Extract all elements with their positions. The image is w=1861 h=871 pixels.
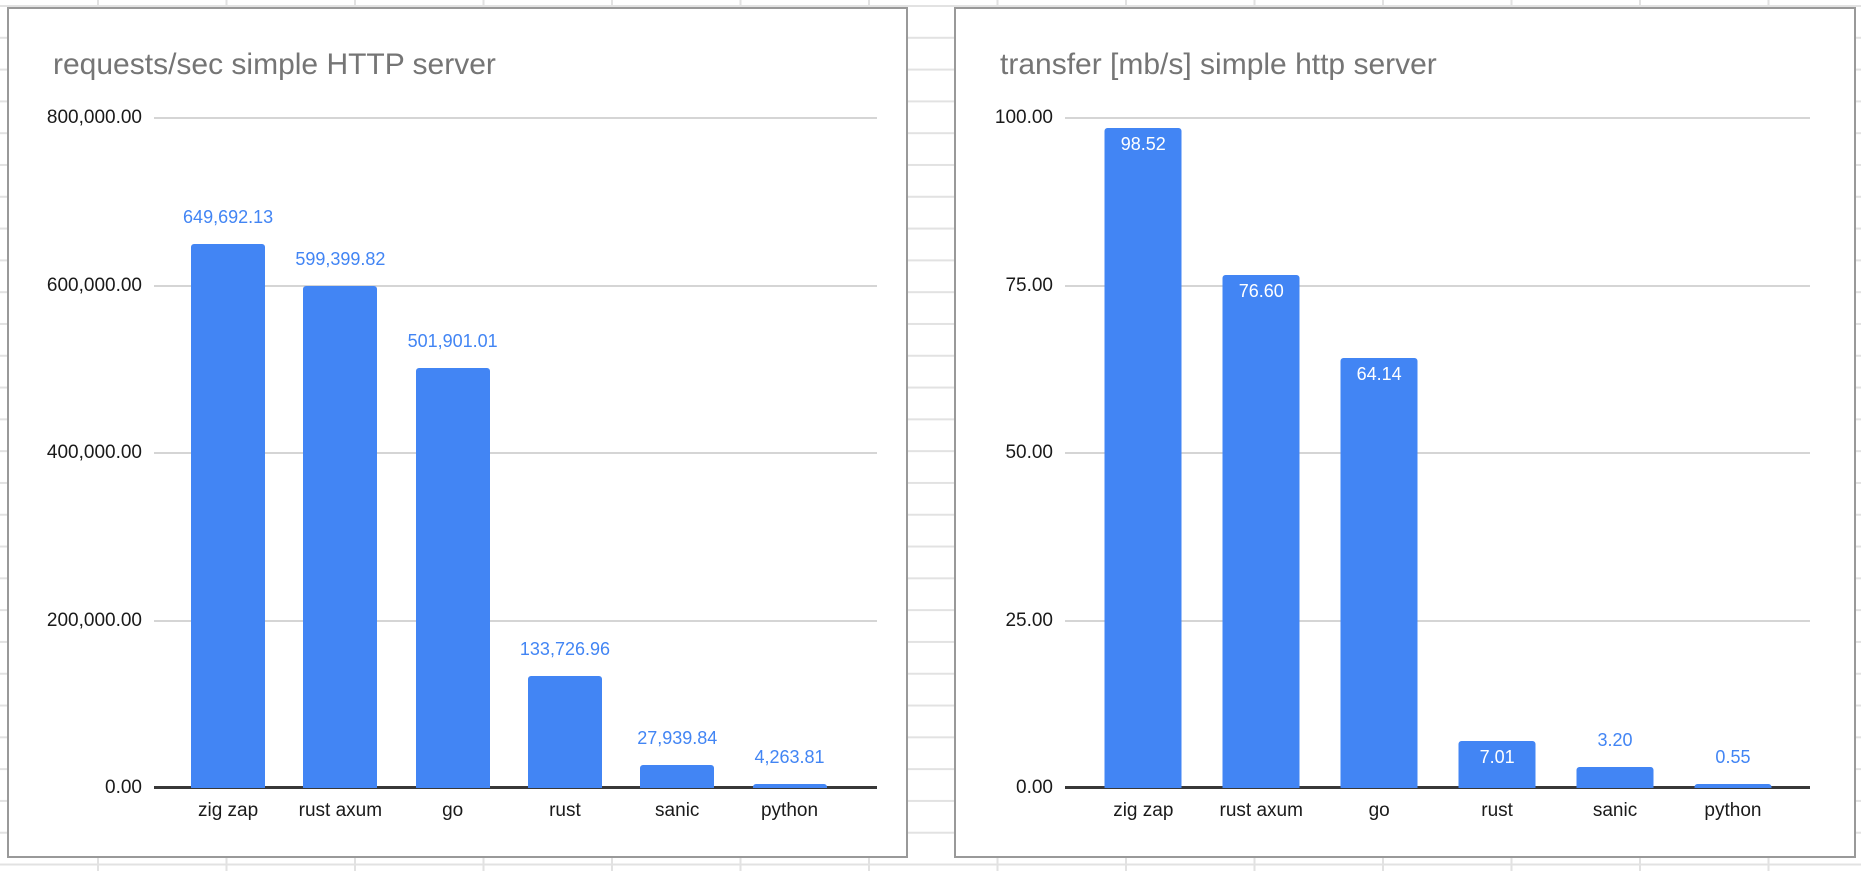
y-axis-tick-label: 0.00 bbox=[1016, 777, 1053, 798]
gridline bbox=[1065, 452, 1810, 454]
bar-value-label: 4,263.81 bbox=[754, 747, 825, 768]
chart-title: transfer [mb/s] simple http server bbox=[1000, 48, 1437, 81]
gridline bbox=[154, 284, 877, 287]
gridline bbox=[154, 117, 877, 119]
plot-area: 100.00 75.00 50.00 25.00 0.00 98.52 zig zap 76.… bbox=[995, 107, 1810, 821]
y-axis-tick-label: 25.00 bbox=[1005, 609, 1053, 631]
bar-zig-zap bbox=[1104, 127, 1182, 788]
category-label-sanic: sanic bbox=[1592, 800, 1638, 821]
x-axis-line bbox=[1065, 786, 1810, 789]
bar-value-label: 649,692.13 bbox=[183, 206, 274, 227]
category-label-rust-axum: rust axum bbox=[298, 800, 383, 821]
bar-sanic bbox=[640, 764, 715, 788]
bar-python bbox=[1694, 784, 1772, 788]
bar-value-label: 64.14 bbox=[1356, 364, 1402, 385]
plot-area: 800,000.00 600,000.00 400,000.00 200,000.00… bbox=[47, 107, 877, 821]
bar-value-label: 501,901.01 bbox=[407, 330, 498, 351]
bar-value-label: 98.52 bbox=[1120, 133, 1166, 154]
y-axis-tick-label: 800,000.00 bbox=[46, 107, 142, 128]
chart-card-requests-per-sec[interactable]: requests/sec simple HTTP server 800,000.… bbox=[7, 7, 908, 858]
category-label-zig-zap: zig zap bbox=[197, 800, 259, 821]
y-axis-tick-label: 75.00 bbox=[1005, 274, 1053, 296]
category-label-sanic: sanic bbox=[655, 800, 700, 821]
chart-title: requests/sec simple HTTP server bbox=[53, 48, 496, 81]
category-label-python: python bbox=[760, 800, 819, 821]
bar-python bbox=[752, 784, 827, 788]
gridline bbox=[154, 452, 877, 454]
y-axis-tick-label: 200,000.00 bbox=[46, 609, 142, 631]
category-label-rust: rust bbox=[549, 800, 581, 821]
gridline bbox=[154, 619, 877, 622]
bar-value-label: 27,939.84 bbox=[637, 727, 718, 748]
gridline bbox=[1065, 619, 1810, 622]
category-label-zig-zap: zig zap bbox=[1113, 800, 1174, 821]
category-label-python: python bbox=[1704, 800, 1762, 821]
x-axis-line bbox=[154, 786, 877, 789]
bar-go bbox=[415, 367, 490, 788]
bar-value-label: 133,726.96 bbox=[519, 639, 610, 659]
y-axis-tick-label: 0.00 bbox=[105, 777, 142, 798]
bar-go bbox=[1340, 358, 1418, 788]
bar-zig-zap bbox=[191, 243, 266, 788]
bar-sanic bbox=[1576, 766, 1654, 788]
y-axis-tick-label: 100.00 bbox=[994, 107, 1053, 128]
y-axis-tick-label: 400,000.00 bbox=[46, 442, 142, 463]
bar-value-label: 0.55 bbox=[1715, 747, 1751, 768]
gridline bbox=[1065, 117, 1810, 119]
bar-value-label: 3.20 bbox=[1597, 729, 1633, 750]
bar-value-label: 7.01 bbox=[1479, 747, 1515, 768]
chart-card-transfer-mbps[interactable]: transfer [mb/s] simple http server 100.0… bbox=[954, 7, 1856, 858]
bar-rust bbox=[1458, 741, 1536, 788]
y-axis-tick-label: 50.00 bbox=[1005, 442, 1053, 463]
category-label-go: go bbox=[442, 800, 464, 821]
bar-value-label: 599,399.82 bbox=[295, 249, 386, 269]
category-label-rust: rust bbox=[1481, 800, 1513, 821]
y-axis-tick-label: 600,000.00 bbox=[46, 274, 142, 296]
bar-rust-axum bbox=[303, 286, 378, 788]
bar-value-label: 76.60 bbox=[1238, 280, 1284, 301]
category-label-rust-axum: rust axum bbox=[1219, 800, 1303, 821]
bar-rust bbox=[527, 676, 602, 788]
category-label-go: go bbox=[1368, 800, 1390, 821]
gridline bbox=[1065, 284, 1810, 287]
bar-rust-axum bbox=[1222, 274, 1300, 788]
